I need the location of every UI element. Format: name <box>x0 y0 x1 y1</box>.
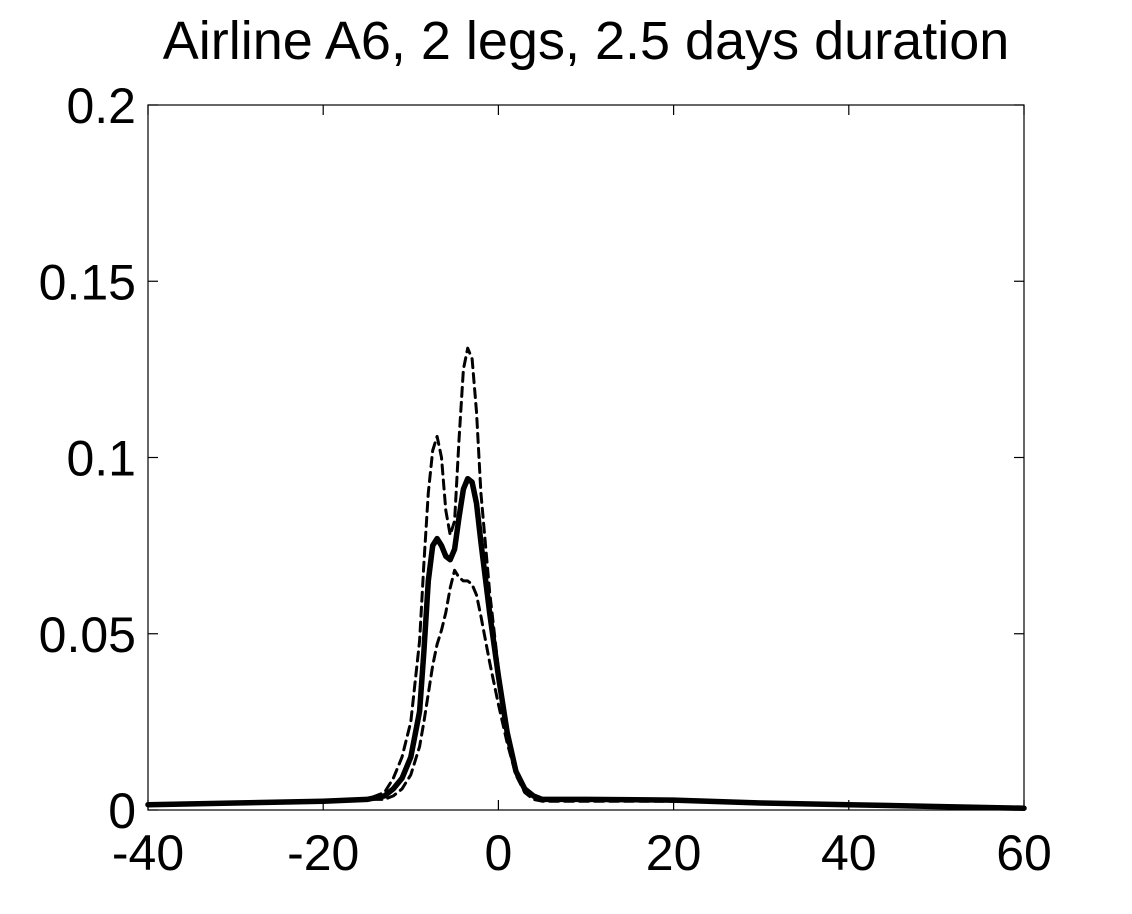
x-tick-label: -20 <box>287 825 359 881</box>
x-tick-label: 60 <box>996 825 1052 881</box>
y-tick-label: 0.15 <box>39 254 136 310</box>
y-tick-label: 0 <box>108 783 136 839</box>
y-tick-label: 0.1 <box>66 431 136 487</box>
plot-frame <box>147 104 1025 811</box>
x-tick-label: 20 <box>646 825 702 881</box>
x-tick-label: 0 <box>484 825 512 881</box>
x-tick-label: 40 <box>821 825 877 881</box>
ticks-layer: -40 -20 0 20 40 60 0 0.05 0.1 0.15 0.2 <box>39 78 1052 881</box>
series-line-1-solid <box>145 475 1027 811</box>
series-line-2-dashed <box>146 346 1026 810</box>
y-tick-label: 0.2 <box>66 78 136 134</box>
x-tick-label: -40 <box>112 825 184 881</box>
chart-title: Airline A6, 2 legs, 2.5 days duration <box>163 11 1010 71</box>
series-line-3-dashed <box>146 568 1026 810</box>
series-layer <box>145 346 1027 811</box>
y-tick-label: 0.05 <box>39 607 136 663</box>
